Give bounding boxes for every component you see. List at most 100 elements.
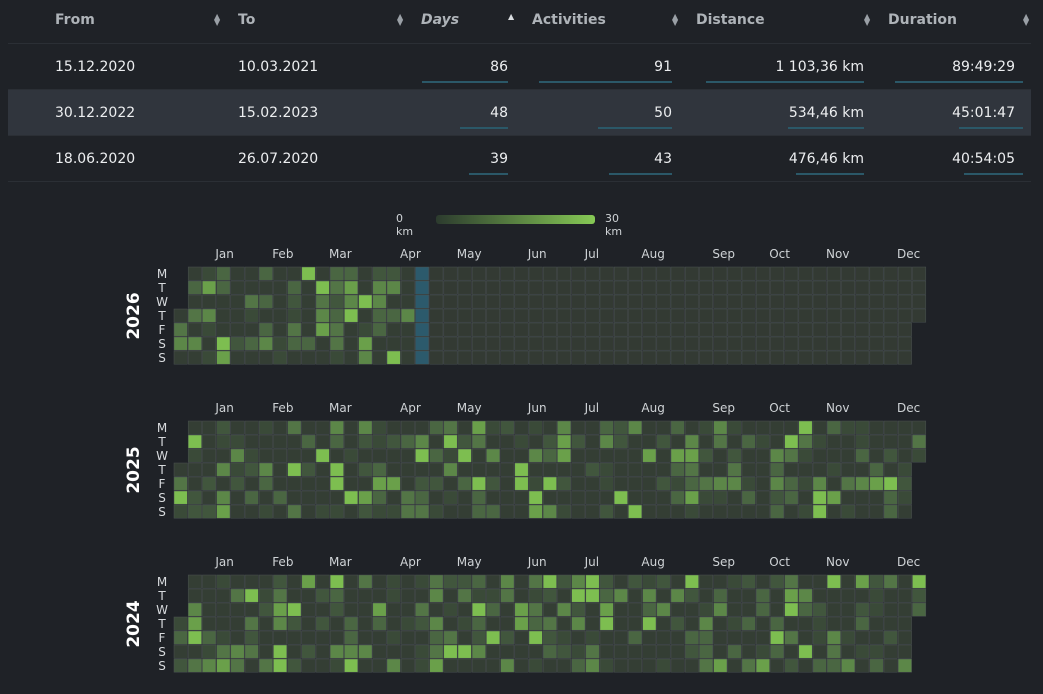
day-cell[interactable] — [684, 574, 699, 589]
day-cell[interactable] — [784, 434, 799, 449]
day-cell[interactable] — [244, 476, 259, 491]
day-cell[interactable] — [897, 322, 912, 337]
day-cell[interactable] — [486, 350, 501, 365]
day-cell[interactable] — [642, 350, 657, 365]
day-cell[interactable] — [301, 588, 316, 603]
day-cell[interactable] — [329, 420, 344, 435]
day-cell[interactable] — [443, 294, 458, 309]
day-cell[interactable] — [869, 476, 884, 491]
day-cell[interactable] — [628, 448, 643, 463]
day-cell[interactable] — [699, 434, 714, 449]
day-cell[interactable] — [244, 616, 259, 631]
day-cell[interactable] — [344, 420, 359, 435]
day-cell[interactable] — [287, 462, 302, 477]
day-cell[interactable] — [585, 280, 600, 295]
day-cell[interactable] — [471, 658, 486, 673]
day-cell[interactable] — [358, 462, 373, 477]
day-cell[interactable] — [244, 266, 259, 281]
day-cell[interactable] — [358, 504, 373, 519]
day-cell[interactable] — [670, 588, 685, 603]
day-cell[interactable] — [713, 476, 728, 491]
day-cell[interactable] — [741, 644, 756, 659]
day-cell[interactable] — [216, 490, 231, 505]
day-cell[interactable] — [542, 616, 557, 631]
day-cell[interactable] — [741, 490, 756, 505]
day-cell[interactable] — [599, 322, 614, 337]
day-cell[interactable] — [315, 350, 330, 365]
day-cell[interactable] — [670, 280, 685, 295]
day-cell[interactable] — [443, 420, 458, 435]
day-cell[interactable] — [514, 490, 529, 505]
day-cell[interactable] — [571, 308, 586, 323]
day-cell[interactable] — [457, 630, 472, 645]
day-cell[interactable] — [599, 308, 614, 323]
day-cell[interactable] — [599, 350, 614, 365]
day-cell[interactable] — [628, 434, 643, 449]
day-cell[interactable] — [358, 294, 373, 309]
day-cell[interactable] — [755, 336, 770, 351]
day-cell[interactable] — [798, 350, 813, 365]
day-cell[interactable] — [770, 322, 785, 337]
day-cell[interactable] — [315, 280, 330, 295]
day-cell[interactable] — [173, 630, 188, 645]
sort-days-icon[interactable]: ▲ — [508, 12, 515, 21]
day-cell[interactable] — [273, 602, 288, 617]
day-cell[interactable] — [670, 658, 685, 673]
day-cell[interactable] — [500, 616, 515, 631]
day-cell[interactable] — [173, 490, 188, 505]
day-cell[interactable] — [400, 462, 415, 477]
day-cell[interactable] — [429, 266, 444, 281]
day-cell[interactable] — [727, 490, 742, 505]
day-cell[interactable] — [329, 434, 344, 449]
day-cell[interactable] — [755, 644, 770, 659]
day-cell[interactable] — [841, 462, 856, 477]
day-cell[interactable] — [656, 476, 671, 491]
day-cell[interactable] — [713, 504, 728, 519]
day-cell[interactable] — [883, 658, 898, 673]
day-cell[interactable] — [315, 448, 330, 463]
day-cell[interactable] — [798, 574, 813, 589]
day-cell[interactable] — [855, 616, 870, 631]
day-cell[interactable] — [656, 630, 671, 645]
day-cell[interactable] — [273, 420, 288, 435]
day-cell[interactable] — [386, 294, 401, 309]
day-cell[interactable] — [571, 434, 586, 449]
day-cell[interactable] — [216, 504, 231, 519]
day-cell[interactable] — [557, 322, 572, 337]
day-cell[interactable] — [841, 588, 856, 603]
day-cell[interactable] — [415, 630, 430, 645]
day-cell[interactable] — [457, 350, 472, 365]
day-cell[interactable] — [585, 448, 600, 463]
day-cell[interactable] — [557, 658, 572, 673]
day-cell[interactable] — [287, 322, 302, 337]
day-cell[interactable] — [628, 462, 643, 477]
day-cell[interactable] — [670, 644, 685, 659]
day-cell[interactable] — [429, 644, 444, 659]
day-cell[interactable] — [514, 280, 529, 295]
day-cell[interactable] — [670, 490, 685, 505]
day-cell[interactable] — [315, 336, 330, 351]
day-cell[interactable] — [642, 448, 657, 463]
day-cell[interactable] — [287, 294, 302, 309]
day-cell[interactable] — [315, 644, 330, 659]
day-cell[interactable] — [471, 420, 486, 435]
day-cell[interactable] — [344, 280, 359, 295]
day-cell[interactable] — [755, 462, 770, 477]
day-cell[interactable] — [642, 490, 657, 505]
day-cell[interactable] — [656, 308, 671, 323]
day-cell[interactable] — [684, 420, 699, 435]
day-cell[interactable] — [869, 616, 884, 631]
day-cell[interactable] — [585, 350, 600, 365]
day-cell[interactable] — [372, 574, 387, 589]
day-cell[interactable] — [244, 280, 259, 295]
day-cell[interactable] — [216, 266, 231, 281]
day-cell[interactable] — [216, 644, 231, 659]
day-cell[interactable] — [727, 602, 742, 617]
day-cell[interactable] — [841, 322, 856, 337]
day-cell[interactable] — [770, 280, 785, 295]
day-cell[interactable] — [173, 308, 188, 323]
day-cell[interactable] — [542, 434, 557, 449]
day-cell[interactable] — [471, 462, 486, 477]
day-cell[interactable] — [855, 490, 870, 505]
day-cell[interactable] — [542, 490, 557, 505]
